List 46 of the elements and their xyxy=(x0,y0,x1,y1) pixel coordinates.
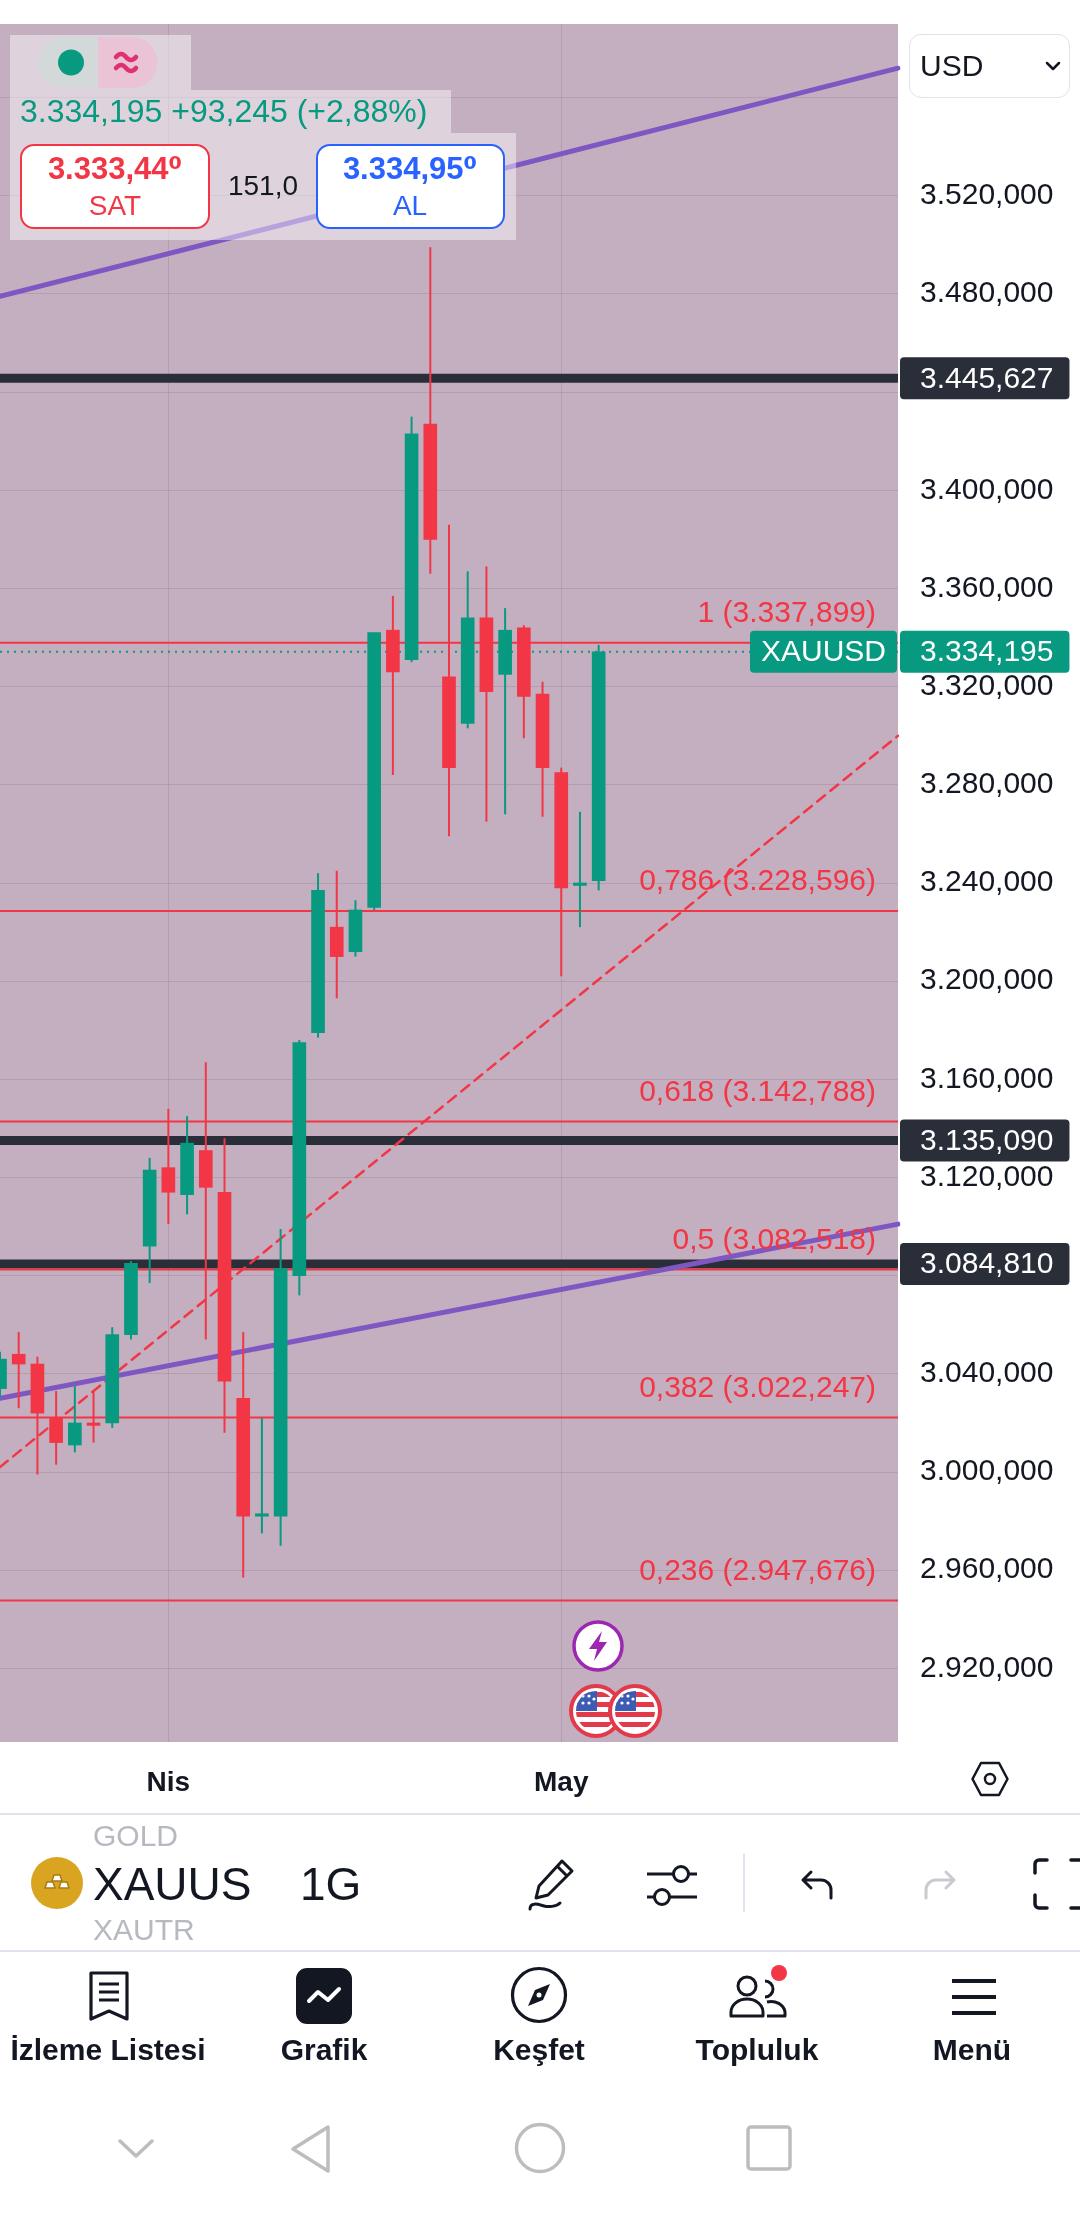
y-tick-label: 3.480,000 xyxy=(920,275,1054,309)
ref-line-label: 0,236 (2.947,676) xyxy=(639,1552,876,1586)
annotation: AL xyxy=(392,189,428,223)
text: XAUUS xyxy=(93,1857,252,1911)
y-tick-label: 3.320,000 xyxy=(920,667,1054,701)
text: Menü xyxy=(932,2032,1012,2068)
ref-line-label: 3.084,810 xyxy=(920,1246,1054,1280)
annotation: SAT xyxy=(88,189,142,223)
y-tick-label: 3.400,000 xyxy=(920,471,1054,505)
text: Topluluk xyxy=(695,2032,819,2068)
candlestick xyxy=(573,810,587,929)
y-tick-label: 3.120,000 xyxy=(920,1158,1054,1192)
ref-line-label: 3.135,090 xyxy=(920,1122,1054,1156)
y-tick-label: 3.000,000 xyxy=(920,1453,1054,1487)
ref-line-label: 0,786 (3.228,596) xyxy=(639,863,876,897)
y-tick-label: 3.040,000 xyxy=(920,1355,1054,1389)
x-tick-label: May xyxy=(534,1765,589,1797)
candlestick xyxy=(68,1385,82,1454)
y-tick-label: 3.280,000 xyxy=(920,766,1054,800)
ref-line-label: 0,382 (3.022,247) xyxy=(639,1369,876,1403)
y-tick-label: 3.200,000 xyxy=(920,962,1054,996)
annotation: 3.334,195 +93,245 (+2,88%) xyxy=(20,92,428,130)
y-tick-label: 3.240,000 xyxy=(920,864,1054,898)
text: İzleme Listesi xyxy=(10,2032,206,2068)
y-tick-label: 2.960,000 xyxy=(920,1551,1054,1585)
text: 1G xyxy=(300,1857,362,1911)
text: XAUTR xyxy=(93,1912,195,1948)
y-tick-label: 3.360,000 xyxy=(920,569,1054,603)
ref-line-label: 1 (3.337,899) xyxy=(697,594,876,628)
ref-line-label: 3.445,627 xyxy=(920,360,1054,394)
y-tick-label: 3.520,000 xyxy=(920,177,1054,211)
candlestick xyxy=(255,1417,269,1535)
text: Grafik xyxy=(280,2032,368,2068)
annotation: 151,0 xyxy=(227,169,299,203)
text: USD xyxy=(920,48,984,84)
annotation: 3.334,95⁰ xyxy=(342,151,478,187)
annotation: 3.333,44⁰ xyxy=(47,151,183,187)
y-tick-label: 3.160,000 xyxy=(920,1060,1054,1094)
ref-line-label: 0,618 (3.142,788) xyxy=(639,1073,876,1107)
y-tick-label: 2.920,000 xyxy=(920,1649,1054,1683)
text: GOLD xyxy=(93,1818,179,1854)
annotation: XAUUSD xyxy=(760,634,886,668)
x-tick-label: Nis xyxy=(146,1765,191,1797)
text: Keşfet xyxy=(493,2032,585,2068)
ref-line-label: 3.334,195 xyxy=(920,634,1054,668)
candlestick xyxy=(11,1331,26,1410)
